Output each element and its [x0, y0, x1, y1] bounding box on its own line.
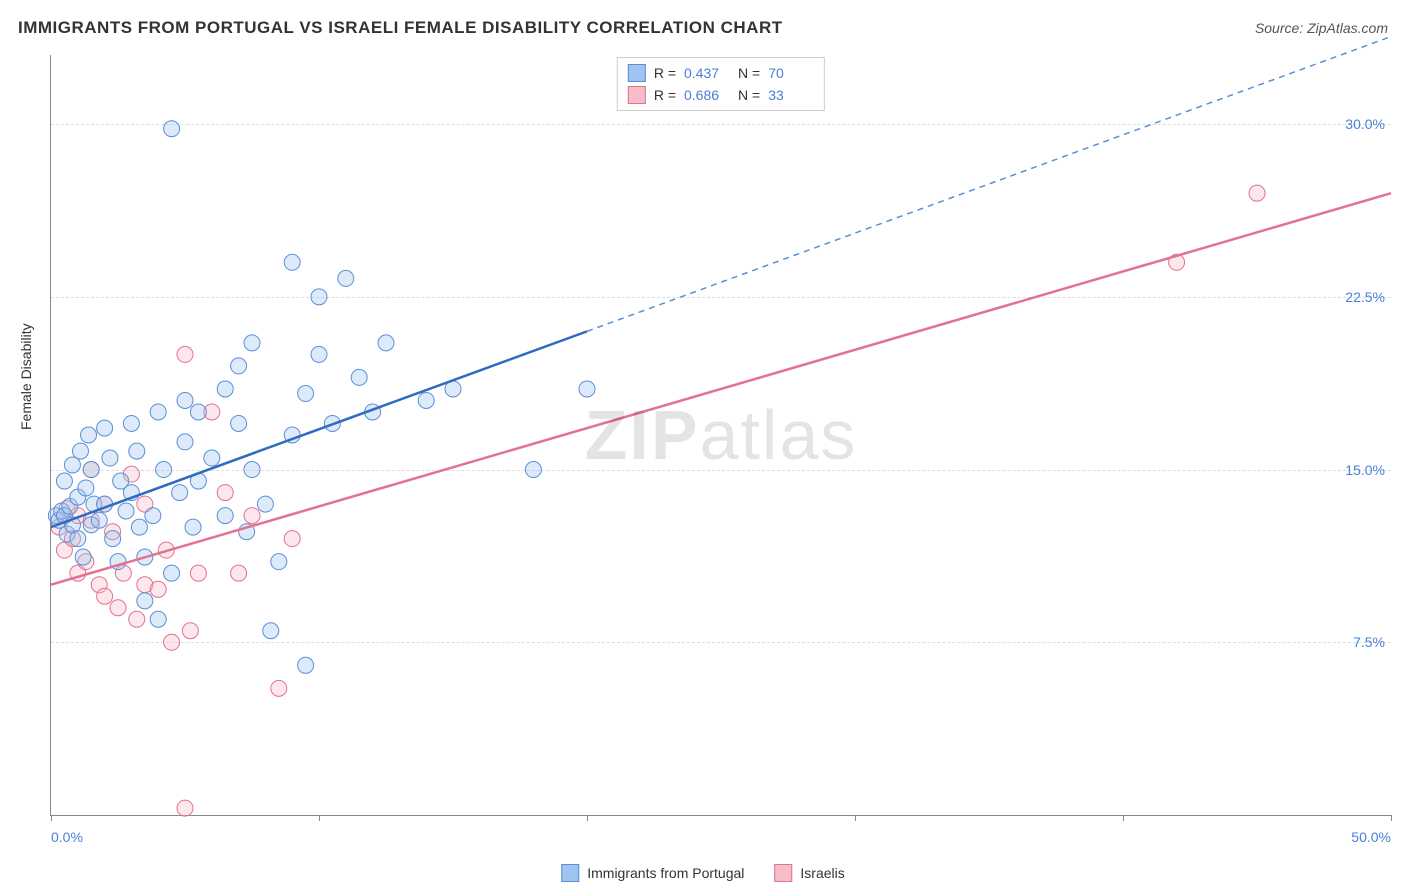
data-point-portugal [311, 289, 327, 305]
chart-title: IMMIGRANTS FROM PORTUGAL VS ISRAELI FEMA… [18, 18, 783, 38]
y-axis-label: Female Disability [18, 323, 34, 430]
r-label: R = [654, 65, 676, 81]
r-value-israelis: 0.686 [684, 87, 730, 103]
source-attribution: Source: ZipAtlas.com [1255, 20, 1388, 36]
data-point-portugal [64, 457, 80, 473]
data-point-portugal [231, 358, 247, 374]
data-point-israelis [129, 611, 145, 627]
data-point-portugal [525, 462, 541, 478]
data-point-portugal [75, 549, 91, 565]
chart-canvas [51, 55, 1391, 815]
data-point-portugal [418, 392, 434, 408]
data-point-portugal [72, 443, 88, 459]
data-point-israelis [164, 634, 180, 650]
data-point-portugal [244, 335, 260, 351]
data-point-portugal [579, 381, 595, 397]
data-point-portugal [190, 404, 206, 420]
data-point-israelis [110, 600, 126, 616]
data-point-portugal [156, 462, 172, 478]
trendline-israelis [51, 193, 1391, 585]
stats-row-israelis: R = 0.686 N = 33 [628, 84, 814, 106]
x-tick [1123, 815, 1124, 821]
data-point-israelis [177, 346, 193, 362]
x-tick [1391, 815, 1392, 821]
n-value-portugal: 70 [768, 65, 814, 81]
legend-swatch [774, 864, 792, 882]
data-point-portugal [351, 369, 367, 385]
swatch-portugal [628, 64, 646, 82]
data-point-portugal [298, 657, 314, 673]
data-point-portugal [204, 450, 220, 466]
data-point-portugal [164, 565, 180, 581]
x-tick [587, 815, 588, 821]
data-point-portugal [177, 392, 193, 408]
x-tick [319, 815, 320, 821]
data-point-portugal [105, 531, 121, 547]
data-point-israelis [244, 508, 260, 524]
data-point-israelis [231, 565, 247, 581]
data-point-israelis [271, 680, 287, 696]
data-point-portugal [271, 554, 287, 570]
data-point-portugal [231, 415, 247, 431]
data-point-israelis [182, 623, 198, 639]
legend-label: Israelis [800, 865, 844, 881]
data-point-portugal [338, 270, 354, 286]
data-point-portugal [83, 462, 99, 478]
x-tick [855, 815, 856, 821]
data-point-portugal [102, 450, 118, 466]
n-value-israelis: 33 [768, 87, 814, 103]
data-point-portugal [118, 503, 134, 519]
data-point-portugal [284, 254, 300, 270]
legend-label: Immigrants from Portugal [587, 865, 744, 881]
data-point-portugal [217, 508, 233, 524]
data-point-portugal [91, 512, 107, 528]
data-point-portugal [123, 415, 139, 431]
data-point-israelis [1249, 185, 1265, 201]
data-point-portugal [129, 443, 145, 459]
data-point-israelis [190, 565, 206, 581]
data-point-portugal [81, 427, 97, 443]
data-point-portugal [177, 434, 193, 450]
data-point-israelis [284, 531, 300, 547]
data-point-portugal [97, 420, 113, 436]
data-point-israelis [97, 588, 113, 604]
data-point-portugal [244, 462, 260, 478]
data-point-portugal [164, 121, 180, 137]
data-point-portugal [131, 519, 147, 535]
data-point-israelis [217, 485, 233, 501]
data-point-portugal [137, 593, 153, 609]
data-point-portugal [217, 381, 233, 397]
swatch-israelis [628, 86, 646, 104]
data-point-portugal [70, 531, 86, 547]
data-point-portugal [150, 611, 166, 627]
plot-area: 7.5%15.0%22.5%30.0% R = 0.437 N = 70 R =… [50, 55, 1391, 816]
data-point-portugal [172, 485, 188, 501]
x-min-label: 0.0% [51, 829, 83, 845]
n-label: N = [738, 87, 760, 103]
stats-legend: R = 0.437 N = 70 R = 0.686 N = 33 [617, 57, 825, 111]
data-point-portugal [145, 508, 161, 524]
data-point-portugal [56, 473, 72, 489]
stats-row-portugal: R = 0.437 N = 70 [628, 62, 814, 84]
data-point-portugal [150, 404, 166, 420]
series-legend: Immigrants from Portugal Israelis [561, 864, 845, 882]
data-point-portugal [78, 480, 94, 496]
n-label: N = [738, 65, 760, 81]
data-point-portugal [378, 335, 394, 351]
legend-item: Immigrants from Portugal [561, 864, 744, 882]
legend-item: Israelis [774, 864, 844, 882]
r-value-portugal: 0.437 [684, 65, 730, 81]
data-point-israelis [177, 800, 193, 816]
data-point-israelis [150, 581, 166, 597]
r-label: R = [654, 87, 676, 103]
legend-swatch [561, 864, 579, 882]
data-point-portugal [257, 496, 273, 512]
x-tick [51, 815, 52, 821]
data-point-portugal [311, 346, 327, 362]
data-point-portugal [185, 519, 201, 535]
x-max-label: 50.0% [1351, 829, 1391, 845]
data-point-portugal [298, 386, 314, 402]
data-point-portugal [263, 623, 279, 639]
